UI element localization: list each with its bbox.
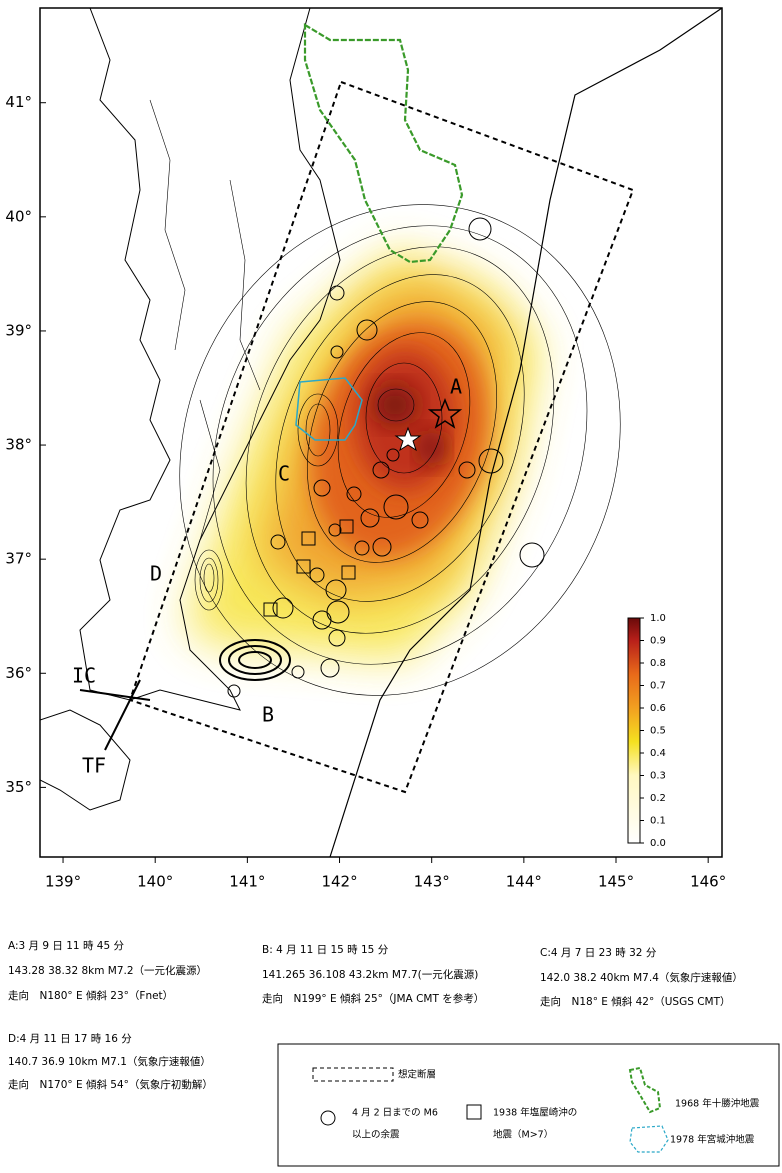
legend-1968-icon: [628, 1066, 662, 1114]
y-tick-label: 40°: [5, 207, 32, 225]
colorbar-tick-label: 0.4: [650, 748, 666, 759]
event-mechanism: 走向 N180° E 傾斜 23°（Fnet）: [8, 989, 173, 1002]
star-a: [427, 397, 463, 429]
y-tick-label: 38°: [5, 436, 32, 454]
trench: [329, 8, 722, 857]
legend-text: 1938 年塩屋崎沖の: [493, 1107, 577, 1119]
x-tick-label: 145°: [598, 873, 634, 891]
colorbar-tick-label: 0.8: [650, 658, 666, 669]
shioyazaki-1938: [263, 519, 356, 617]
y-tick-label: 35°: [5, 778, 32, 796]
y-tick-label: 41°: [5, 93, 32, 111]
x-tick-label: 142°: [321, 873, 357, 891]
event-mechanism: 走向 N199° E 傾斜 25°（JMA CMT を参考）: [262, 992, 484, 1005]
colorbar-tick-label: 0.2: [650, 793, 666, 804]
event-label: B: [262, 703, 274, 727]
event-label: C: [278, 462, 290, 486]
assumed-fault: [128, 80, 635, 794]
legend-text: 地震（M>7）: [493, 1129, 553, 1141]
aftershocks: [227, 217, 545, 698]
legend-text: 1968 年十勝沖地震: [675, 1098, 760, 1110]
map-frame: [39, 7, 723, 858]
event-label: D: [150, 562, 162, 586]
legend-text: 1978 年宮城沖地震: [670, 1134, 755, 1146]
colorbar-tick-label: 0.9: [650, 636, 666, 647]
legend-1938-icon: [466, 1104, 482, 1120]
event-time: C:4 月 7 日 23 時 32 分: [540, 947, 657, 959]
map-body: [40, 8, 722, 857]
star-mainshock: [394, 426, 422, 452]
legend: 想定断層 4 月 2 日までの M6 以上の余震 1938 年塩屋崎沖の 地震（…: [277, 1043, 780, 1167]
x-tick-label: 141°: [229, 873, 265, 891]
event-time: B: 4 月 11 日 15 時 15 分: [262, 944, 389, 956]
tokachi-1968: [303, 23, 464, 264]
colorbar-tick-label: 0.3: [650, 771, 666, 782]
contours: [179, 204, 621, 696]
miyagi-1978: [295, 377, 363, 441]
x-tick-label: 139°: [45, 873, 81, 891]
heatmap: [185, 250, 540, 660]
legend-text: 以上の余震: [352, 1129, 400, 1141]
colorbar-tick-label: 0.5: [650, 726, 666, 737]
legend-text: 4 月 2 日までの M6: [352, 1108, 438, 1119]
event-source: 143.28 38.32 8km M7.2（一元化震源）: [8, 964, 207, 977]
x-tick-label: 143°: [414, 873, 450, 891]
colorbar-tick-label: 0.7: [650, 681, 666, 692]
legend-fault-icon: [312, 1067, 394, 1082]
event-source: 142.0 38.2 40km M7.4（気象庁速報値）: [540, 971, 743, 984]
legend-box: [277, 1043, 780, 1167]
event-label: A: [450, 375, 462, 399]
x-tick-label: 140°: [137, 873, 173, 891]
tectonic-line: [79, 679, 151, 751]
y-tick-label: 36°: [5, 664, 32, 682]
region-label: TF: [82, 754, 106, 778]
y-tick-label: 37°: [5, 550, 32, 568]
colorbar-tick-label: 0.1: [650, 816, 666, 827]
colorbar-tick-label: 0.0: [650, 838, 666, 849]
y-tick-label: 39°: [5, 321, 32, 339]
event-mechanism: 走向 N170° E 傾斜 54°（気象庁初動解）: [8, 1078, 213, 1091]
coastline-south: [40, 709, 131, 811]
legend-1978-icon: [629, 1125, 669, 1153]
prefecture-borders: [149, 99, 261, 541]
legend-text: 想定断層: [398, 1069, 436, 1081]
legend-aftershock-icon: [320, 1110, 336, 1126]
event-mechanism: 走向 N18° E 傾斜 42°（USGS CMT）: [540, 995, 731, 1008]
rupture-b: [219, 639, 291, 681]
event-time: D:4 月 11 日 17 時 16 分: [8, 1033, 132, 1045]
event-time: A:3 月 9 日 11 時 45 分: [8, 940, 124, 952]
event-source: 140.7 36.9 10km M7.1（気象庁速報値）: [8, 1055, 211, 1068]
colorbar-tick-label: 1.0: [650, 613, 666, 624]
x-tick-label: 146°: [690, 873, 726, 891]
region-label: IC: [72, 664, 96, 688]
event-source: 141.265 36.108 43.2km M7.7(一元化震源): [262, 968, 478, 981]
colorbar-tick-label: 0.6: [650, 703, 666, 714]
x-tick-label: 144°: [506, 873, 542, 891]
colorbar: [627, 617, 641, 844]
